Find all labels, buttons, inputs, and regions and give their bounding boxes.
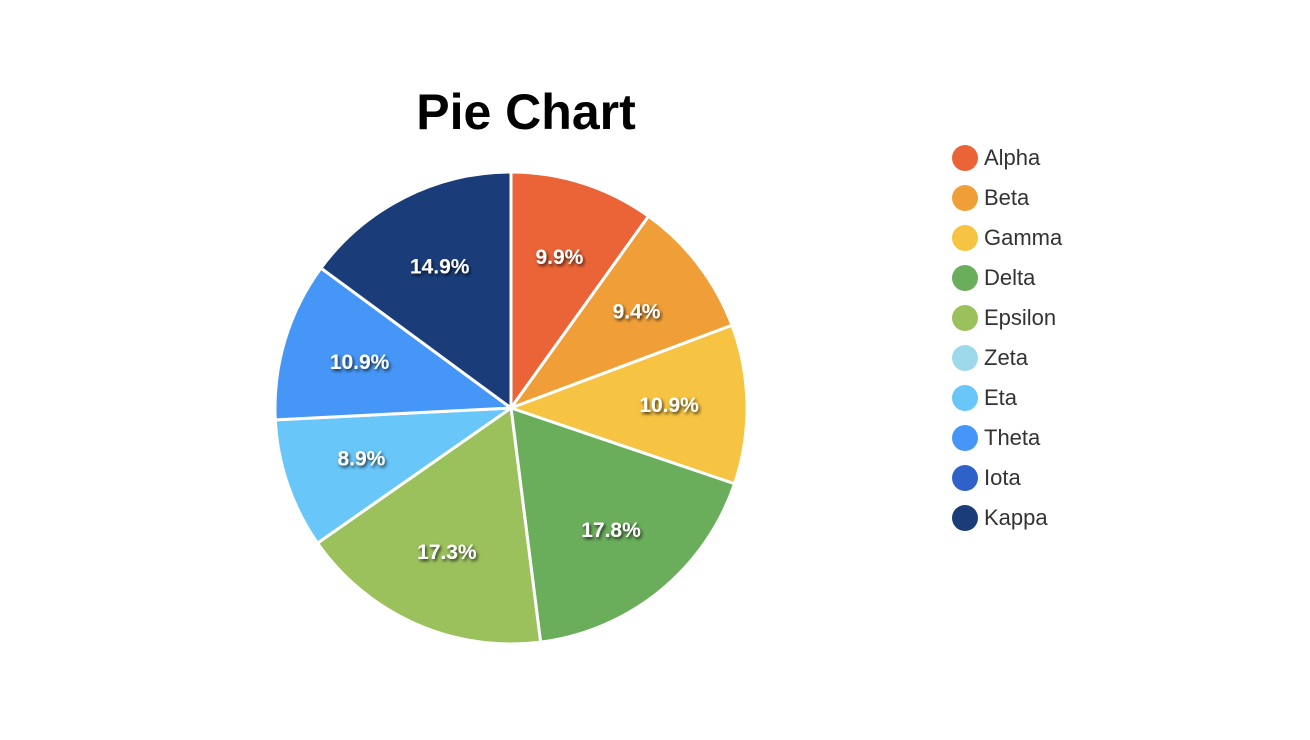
legend-label-gamma: Gamma: [984, 225, 1063, 250]
chart-title: Pie Chart: [416, 84, 636, 140]
legend-item-eta[interactable]: Eta: [952, 378, 1062, 418]
slice-label-eta: 8.9%: [337, 448, 385, 471]
legend-label-delta: Delta: [984, 265, 1036, 290]
legend-label-beta: Beta: [984, 185, 1030, 210]
pie-slice-epsilon[interactable]: [315, 406, 543, 646]
legend-item-beta[interactable]: Beta: [952, 178, 1062, 218]
legend-item-delta[interactable]: Delta: [952, 258, 1062, 298]
legend-item-kappa[interactable]: Kappa: [952, 498, 1062, 538]
slice-label-beta: 9.4%: [613, 300, 661, 323]
slice-label-alpha: 9.9%: [535, 246, 583, 269]
legend-swatch-epsilon: [952, 305, 978, 331]
slice-label-kappa: 14.9%: [410, 255, 470, 278]
legend-swatch-zeta: [952, 345, 978, 371]
pie-slice-theta[interactable]: [273, 266, 513, 422]
legend-label-theta: Theta: [984, 425, 1041, 450]
legend-swatch-alpha: [952, 145, 978, 171]
legend-label-kappa: Kappa: [984, 505, 1048, 530]
legend-item-theta[interactable]: Theta: [952, 418, 1062, 458]
legend-swatch-delta: [952, 265, 978, 291]
pie-slice-kappa[interactable]: [319, 170, 513, 410]
pie-slice-eta[interactable]: [273, 406, 513, 545]
legend-item-zeta[interactable]: Zeta: [952, 338, 1062, 378]
legend-item-iota[interactable]: Iota: [952, 458, 1062, 498]
legend-swatch-gamma: [952, 225, 978, 251]
slice-label-epsilon: 17.3%: [417, 541, 477, 564]
slice-label-delta: 17.8%: [581, 519, 641, 542]
pie-slice-delta[interactable]: [509, 406, 737, 644]
legend-swatch-theta: [952, 425, 978, 451]
legend-swatch-beta: [952, 185, 978, 211]
pie-slice-beta[interactable]: [509, 214, 734, 410]
slice-label-theta: 10.9%: [330, 351, 390, 374]
legend-label-epsilon: Epsilon: [984, 305, 1057, 330]
pie-slice-gamma[interactable]: [509, 323, 749, 486]
legend-label-eta: Eta: [984, 385, 1018, 410]
pie-slice-alpha[interactable]: [509, 170, 651, 410]
legend-swatch-iota: [952, 465, 978, 491]
legend-item-gamma[interactable]: Gamma: [952, 218, 1062, 258]
pie-slice-labels: 9.9% 9.4% 10.9% 17.8% 17.3% 8.9% 10.9% 14.9%: [330, 246, 699, 564]
slice-label-gamma: 10.9%: [639, 394, 699, 417]
pie-slices: [273, 170, 749, 646]
legend-label-zeta: Zeta: [984, 345, 1029, 370]
legend-label-alpha: Alpha: [984, 145, 1041, 170]
legend-swatch-eta: [952, 385, 978, 411]
legend-label-iota: Iota: [984, 465, 1021, 490]
legend-item-alpha[interactable]: Alpha: [952, 138, 1062, 178]
legend: Alpha Beta Gamma Delta Epsilon Zeta Eta Theta Io…: [952, 138, 1062, 538]
legend-item-epsilon[interactable]: Epsilon: [952, 298, 1062, 338]
legend-swatch-kappa: [952, 505, 978, 531]
